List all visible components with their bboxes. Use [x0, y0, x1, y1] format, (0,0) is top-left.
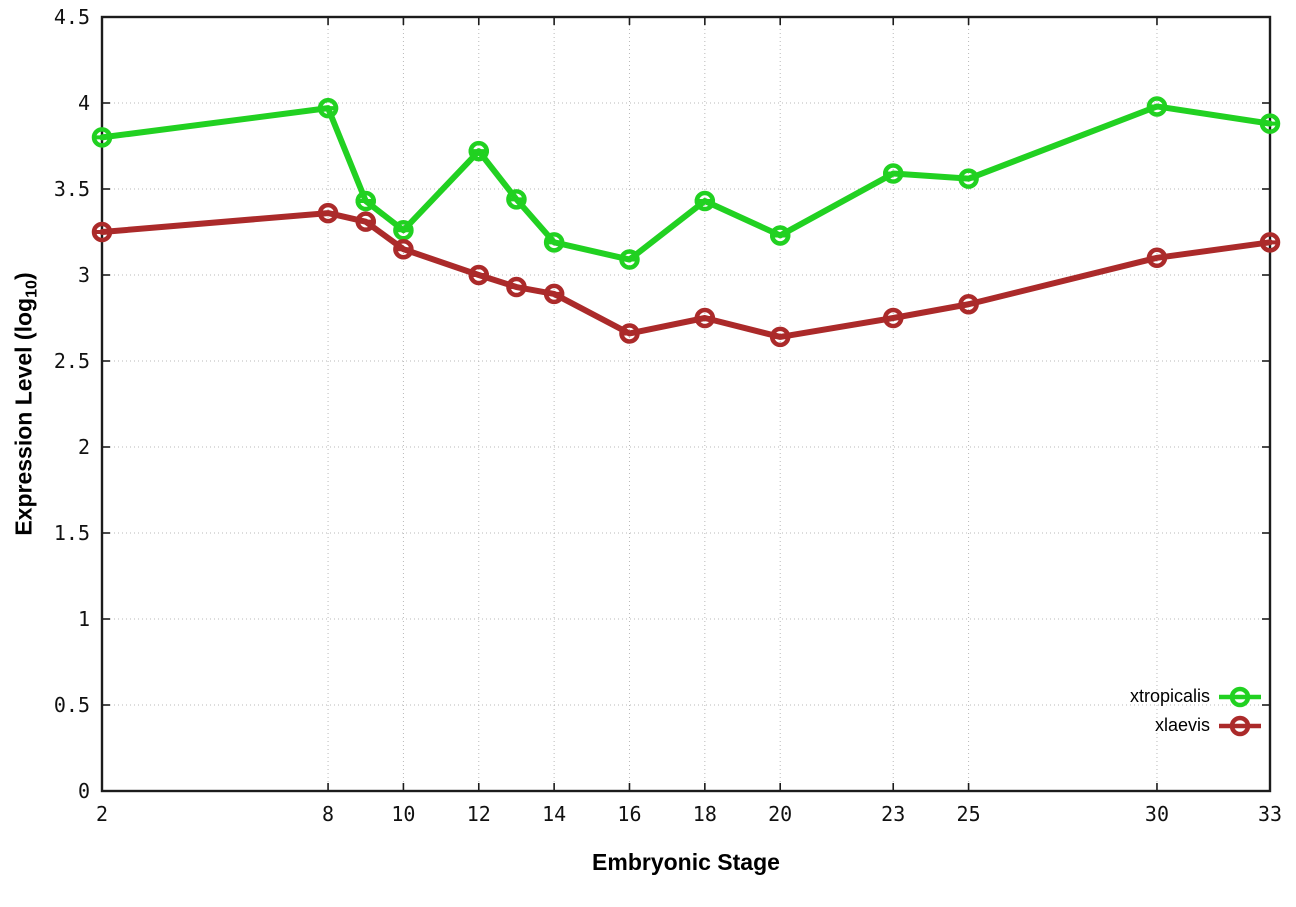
data-point-marker-xtropicalis — [317, 97, 339, 119]
y-tick-label: 4.5 — [54, 5, 90, 29]
y-axis-title-end: ) — [10, 272, 37, 281]
y-axis-title-main: Expression Level (log — [10, 297, 37, 536]
data-point-marker-xlaevis — [317, 202, 339, 224]
plot-border — [100, 15, 1272, 793]
y-tick-label: 1 — [78, 607, 90, 631]
data-point-marker-xlaevis — [769, 326, 791, 348]
x-tick-label: 14 — [542, 802, 566, 826]
series-marker-icon — [1219, 715, 1261, 736]
x-tick-label: 12 — [467, 802, 491, 826]
data-point-marker-xtropicalis — [91, 127, 113, 148]
x-tick-label: 33 — [1258, 802, 1282, 826]
data-point-marker-xtropicalis — [355, 190, 376, 212]
data-point-marker-xlaevis — [91, 221, 113, 243]
data-point-marker-xtropicalis — [882, 163, 904, 184]
legend-item-xtropicalis: xtropicalis — [1130, 682, 1263, 711]
data-point-marker-xtropicalis — [769, 225, 791, 246]
y-tick-label: 0.5 — [54, 693, 90, 717]
data-point-marker-xlaevis — [958, 293, 979, 315]
x-tick-label: 30 — [1145, 802, 1169, 826]
y-tick-label: 3 — [78, 263, 90, 287]
x-tick-label: 10 — [391, 802, 415, 826]
data-point-marker-xlaevis — [619, 323, 640, 344]
data-point-marker-xlaevis — [543, 283, 565, 305]
data-point-marker-xlaevis — [1146, 247, 1168, 269]
legend-label: xtropicalis — [1129, 686, 1210, 706]
data-point-marker-xtropicalis — [694, 190, 716, 212]
data-point-marker-xtropicalis — [1259, 113, 1281, 134]
data-point-marker-xlaevis — [694, 307, 716, 329]
legend: xtropicalis xlaevis — [1130, 682, 1263, 740]
data-point-marker-xtropicalis — [958, 168, 979, 189]
data-point-marker-xtropicalis — [543, 232, 565, 253]
data-point-marker-xtropicalis — [1146, 96, 1168, 117]
x-tick-label: 20 — [768, 802, 792, 826]
x-axis-title: Embryonic Stage — [592, 849, 780, 876]
data-point-marker-xtropicalis — [393, 220, 414, 241]
series-marker-icon — [1219, 686, 1261, 707]
x-tick-label: 2 — [96, 802, 108, 826]
data-point-marker-xtropicalis — [506, 189, 527, 210]
x-tick-label: 25 — [957, 802, 981, 826]
x-axis-title-text: Embryonic Stage — [592, 849, 780, 875]
y-tick-label: 2.5 — [54, 349, 90, 373]
y-axis-title: Expression Level (log10) — [11, 272, 42, 535]
data-point-marker-xlaevis — [355, 211, 376, 232]
x-tick-label: 18 — [693, 802, 717, 826]
series-line-xtropicalis — [99, 103, 1273, 263]
data-point-marker-xtropicalis — [619, 249, 640, 270]
legend-label: xlaevis — [1154, 715, 1210, 735]
x-tick-label: 8 — [322, 802, 334, 826]
y-tick-label: 1.5 — [54, 521, 90, 545]
y-tick-label: 3.5 — [54, 177, 90, 201]
data-point-marker-xlaevis — [506, 276, 527, 298]
data-point-marker-xlaevis — [882, 307, 904, 329]
legend-item-xlaevis: xlaevis — [1130, 711, 1263, 740]
y-tick-label: 2 — [78, 435, 90, 459]
data-point-marker-xlaevis — [1259, 232, 1281, 253]
y-axis-title-subscript: 10 — [22, 280, 41, 298]
data-point-marker-xlaevis — [393, 238, 414, 260]
x-tick-label: 23 — [881, 802, 905, 826]
y-tick-label: 0 — [78, 779, 90, 803]
data-point-marker-xtropicalis — [468, 140, 490, 162]
data-point-marker-xlaevis — [468, 264, 490, 286]
y-tick-label: 4 — [78, 91, 90, 115]
x-tick-label: 16 — [617, 802, 641, 826]
